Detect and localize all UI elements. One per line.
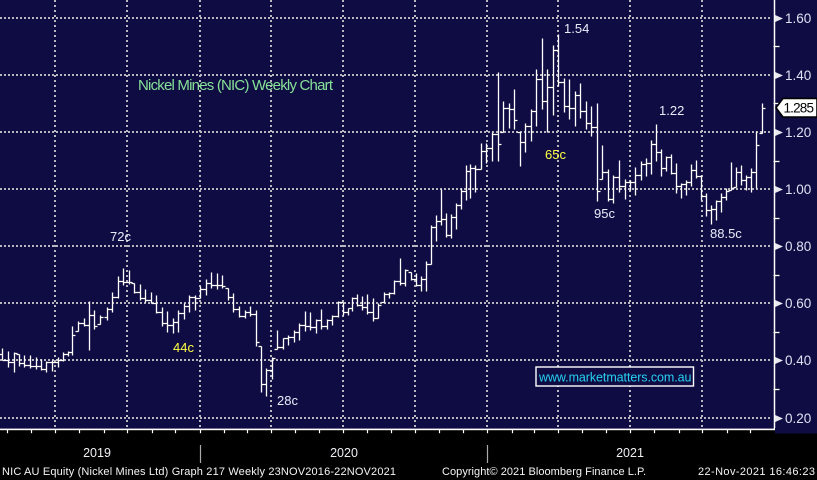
svg-text:44c: 44c [173, 340, 194, 355]
svg-text:1.60: 1.60 [785, 11, 811, 26]
svg-text:28c: 28c [277, 393, 298, 408]
svg-text:1.54: 1.54 [564, 21, 589, 36]
svg-text:1.285: 1.285 [784, 100, 815, 115]
svg-text:0.60: 0.60 [785, 296, 811, 311]
svg-text:0.80: 0.80 [785, 239, 811, 254]
svg-text:1.20: 1.20 [785, 125, 811, 140]
svg-text:95c: 95c [594, 206, 615, 221]
svg-text:1.00: 1.00 [785, 182, 811, 197]
svg-text:72c: 72c [110, 229, 131, 244]
svg-text:NIC AU Equity (Nickel Mines Lt: NIC AU Equity (Nickel Mines Ltd) Graph 2… [2, 466, 396, 478]
svg-text:2021: 2021 [616, 446, 644, 460]
svg-text:2019: 2019 [83, 446, 111, 460]
svg-text:www.marketmatters.com.au: www.marketmatters.com.au [538, 371, 692, 385]
svg-text:0.40: 0.40 [785, 353, 811, 368]
svg-text:65c: 65c [545, 147, 566, 162]
svg-text:Copyright© 2021 Bloomberg Fina: Copyright© 2021 Bloomberg Finance L.P. [442, 466, 646, 478]
svg-text:88.5c: 88.5c [710, 226, 742, 241]
svg-text:2020: 2020 [330, 446, 358, 460]
svg-text:Nickel Mines (NIC) Weekly Char: Nickel Mines (NIC) Weekly Chart [138, 77, 334, 94]
svg-text:1.40: 1.40 [785, 68, 811, 83]
svg-text:1.22: 1.22 [659, 103, 684, 118]
svg-text:0.20: 0.20 [785, 411, 811, 426]
svg-text:22-Nov-2021 16:46:23: 22-Nov-2021 16:46:23 [698, 466, 815, 478]
